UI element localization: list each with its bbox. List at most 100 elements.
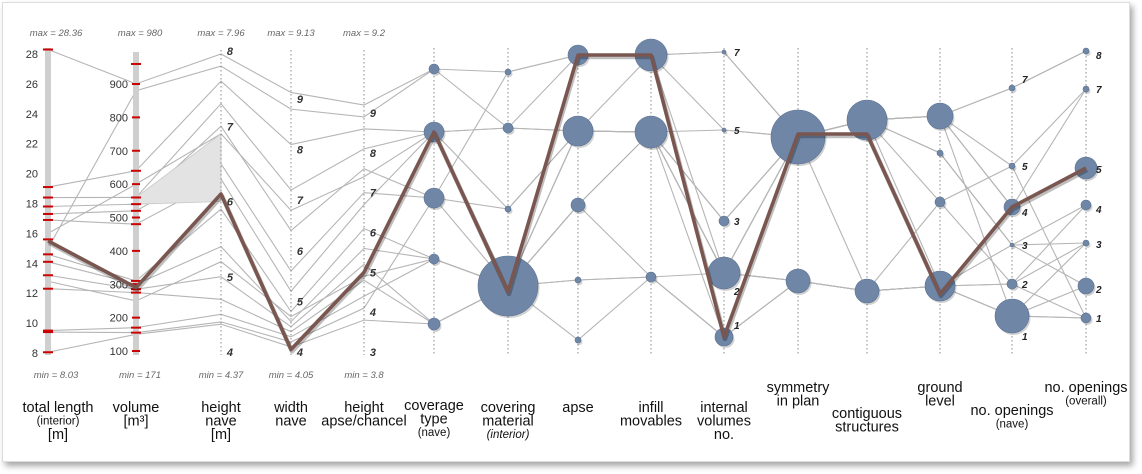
- tick-label-height_apse: 3: [370, 347, 376, 359]
- axes: [43, 48, 1087, 355]
- category-node-ground_level: [936, 149, 944, 157]
- tick-label-total_length: 20: [26, 169, 38, 181]
- tick-label-width_nave: 8: [297, 145, 304, 157]
- category-label-internal_volumes: 3: [734, 217, 740, 228]
- tick-label-total_length: 10: [26, 318, 38, 330]
- category-label-internal_volumes: 7: [734, 48, 740, 59]
- category-nodes: [423, 38, 1099, 348]
- cluster-band: [135, 132, 222, 205]
- axis-title-apse: apse: [562, 400, 593, 416]
- category-label-openings_nave: 1: [1022, 332, 1028, 343]
- category-node-coverage_type: [427, 317, 441, 331]
- tick-label-total_length: 22: [26, 139, 38, 151]
- category-node-covering_material: [504, 205, 512, 213]
- axis-title-symmetry: in plan: [777, 394, 820, 410]
- max-label-height_apse: max = 9.2: [343, 28, 386, 39]
- chart-frame: [2, 2, 1130, 462]
- category-node-openings_overall: [1080, 199, 1092, 211]
- axis-title-coverage_type: coverage: [404, 398, 464, 414]
- min-label-height_nave: min = 4.37: [199, 370, 244, 381]
- axis-title-height_apse: apse/chancel: [321, 414, 406, 430]
- category-label-openings_nave: 3: [1022, 241, 1028, 252]
- axis-title-height_nave: height: [201, 400, 241, 416]
- axis-title-internal_volumes: no.: [714, 427, 734, 443]
- axis-title-ground_level: level: [925, 394, 955, 410]
- axis-title-total_length: [m]: [48, 427, 68, 443]
- axis-title-coverage_type: (nave): [418, 427, 451, 439]
- axis-title-openings_overall: (overall): [1065, 396, 1107, 408]
- tick-label-volume: 800: [110, 112, 128, 124]
- axis-title-infill_movables: infill: [639, 400, 664, 416]
- category-label-internal_volumes: 1: [734, 321, 740, 332]
- tick-label-total_length: 28: [26, 49, 38, 61]
- axis-title-width_nave: nave: [275, 414, 306, 430]
- category-label-openings_overall: 2: [1095, 285, 1102, 296]
- min-label-height_apse: min = 3.8: [344, 370, 384, 381]
- category-node-openings_nave: [1008, 162, 1016, 170]
- category-label-openings_overall: 1: [1096, 314, 1102, 325]
- axis-title-total_length: total length: [23, 400, 94, 416]
- tick-label-height_nave: 6: [227, 197, 234, 209]
- category-node-openings_overall: [1077, 277, 1095, 295]
- max-label-total_length: max = 28.36: [30, 28, 83, 39]
- category-node-apse: [574, 336, 582, 344]
- category-label-openings_overall: 7: [1096, 85, 1102, 96]
- category-node-openings_nave: [994, 298, 1030, 334]
- category-node-internal_volumes: [721, 127, 727, 133]
- category-node-contiguous: [854, 278, 880, 304]
- tick-label-volume: 600: [110, 179, 128, 191]
- tick-label-total_length: 14: [26, 258, 38, 270]
- tick-label-height_nave: 4: [226, 347, 233, 359]
- axis-title-infill_movables: movables: [620, 414, 682, 430]
- category-label-openings_overall: 4: [1095, 205, 1102, 216]
- min-label-total_length: min = 8.03: [34, 370, 79, 381]
- tick-label-volume: 200: [110, 313, 128, 325]
- axis-title-contiguous: contiguous: [832, 406, 902, 422]
- tick-label-height_nave: 5: [227, 272, 234, 284]
- category-label-openings_overall: 5: [1096, 165, 1102, 176]
- category-node-ground_level: [934, 196, 946, 208]
- category-node-openings_overall: [1082, 47, 1090, 55]
- axis-title-openings_nave: (nave): [996, 419, 1029, 431]
- category-label-openings_nave: 4: [1021, 208, 1028, 219]
- category-label-openings_nave: 7: [1022, 75, 1028, 86]
- tick-label-width_nave: 4: [296, 347, 303, 359]
- tick-label-total_length: 8: [32, 348, 38, 360]
- category-node-apse: [562, 115, 594, 147]
- tick-label-total_length: 18: [26, 199, 38, 211]
- axis-title-height_nave: nave: [205, 414, 236, 430]
- category-label-openings_nave: 5: [1022, 162, 1028, 173]
- tick-label-height_nave: 7: [227, 121, 234, 133]
- min-label-volume: min = 171: [119, 370, 161, 381]
- category-node-openings_overall: [1082, 85, 1090, 93]
- max-label-volume: max = 980: [118, 28, 163, 39]
- tick-label-total_length: 26: [26, 79, 38, 91]
- axis-title-contiguous: structures: [835, 420, 899, 436]
- min-label-width_nave: min = 4.05: [269, 370, 314, 381]
- axis-title-height_apse: height: [344, 400, 384, 416]
- tick-label-height_apse: 5: [370, 267, 377, 279]
- tick-label-total_length: 12: [26, 288, 38, 300]
- category-node-openings_overall: [1082, 239, 1090, 247]
- max-label-height_nave: max = 7.96: [197, 28, 245, 39]
- axis-title-covering_material: (interior): [487, 429, 530, 441]
- category-node-infill_movables: [634, 115, 668, 149]
- tick-label-height_apse: 4: [369, 307, 376, 319]
- highlight-line-shadow: [47, 54, 1089, 354]
- axis-title-covering_material: material: [482, 414, 534, 430]
- tick-label-width_nave: 5: [297, 296, 304, 308]
- tick-label-volume: 400: [110, 246, 128, 258]
- axis-title-internal_volumes: volumes: [697, 414, 751, 430]
- category-node-openings_nave: [1009, 242, 1015, 248]
- axis-title-symmetry: symmetry: [767, 380, 831, 396]
- category-label-openings_nave: 2: [1021, 280, 1028, 291]
- category-node-openings_nave: [1008, 84, 1016, 92]
- axis-title-height_nave: [m]: [211, 427, 231, 443]
- category-node-coverage_type: [423, 187, 445, 209]
- category-node-symmetry: [785, 268, 811, 294]
- category-node-apse: [574, 276, 582, 284]
- highlighted-record-line: [47, 53, 1087, 352]
- category-node-coverage_type: [428, 253, 440, 265]
